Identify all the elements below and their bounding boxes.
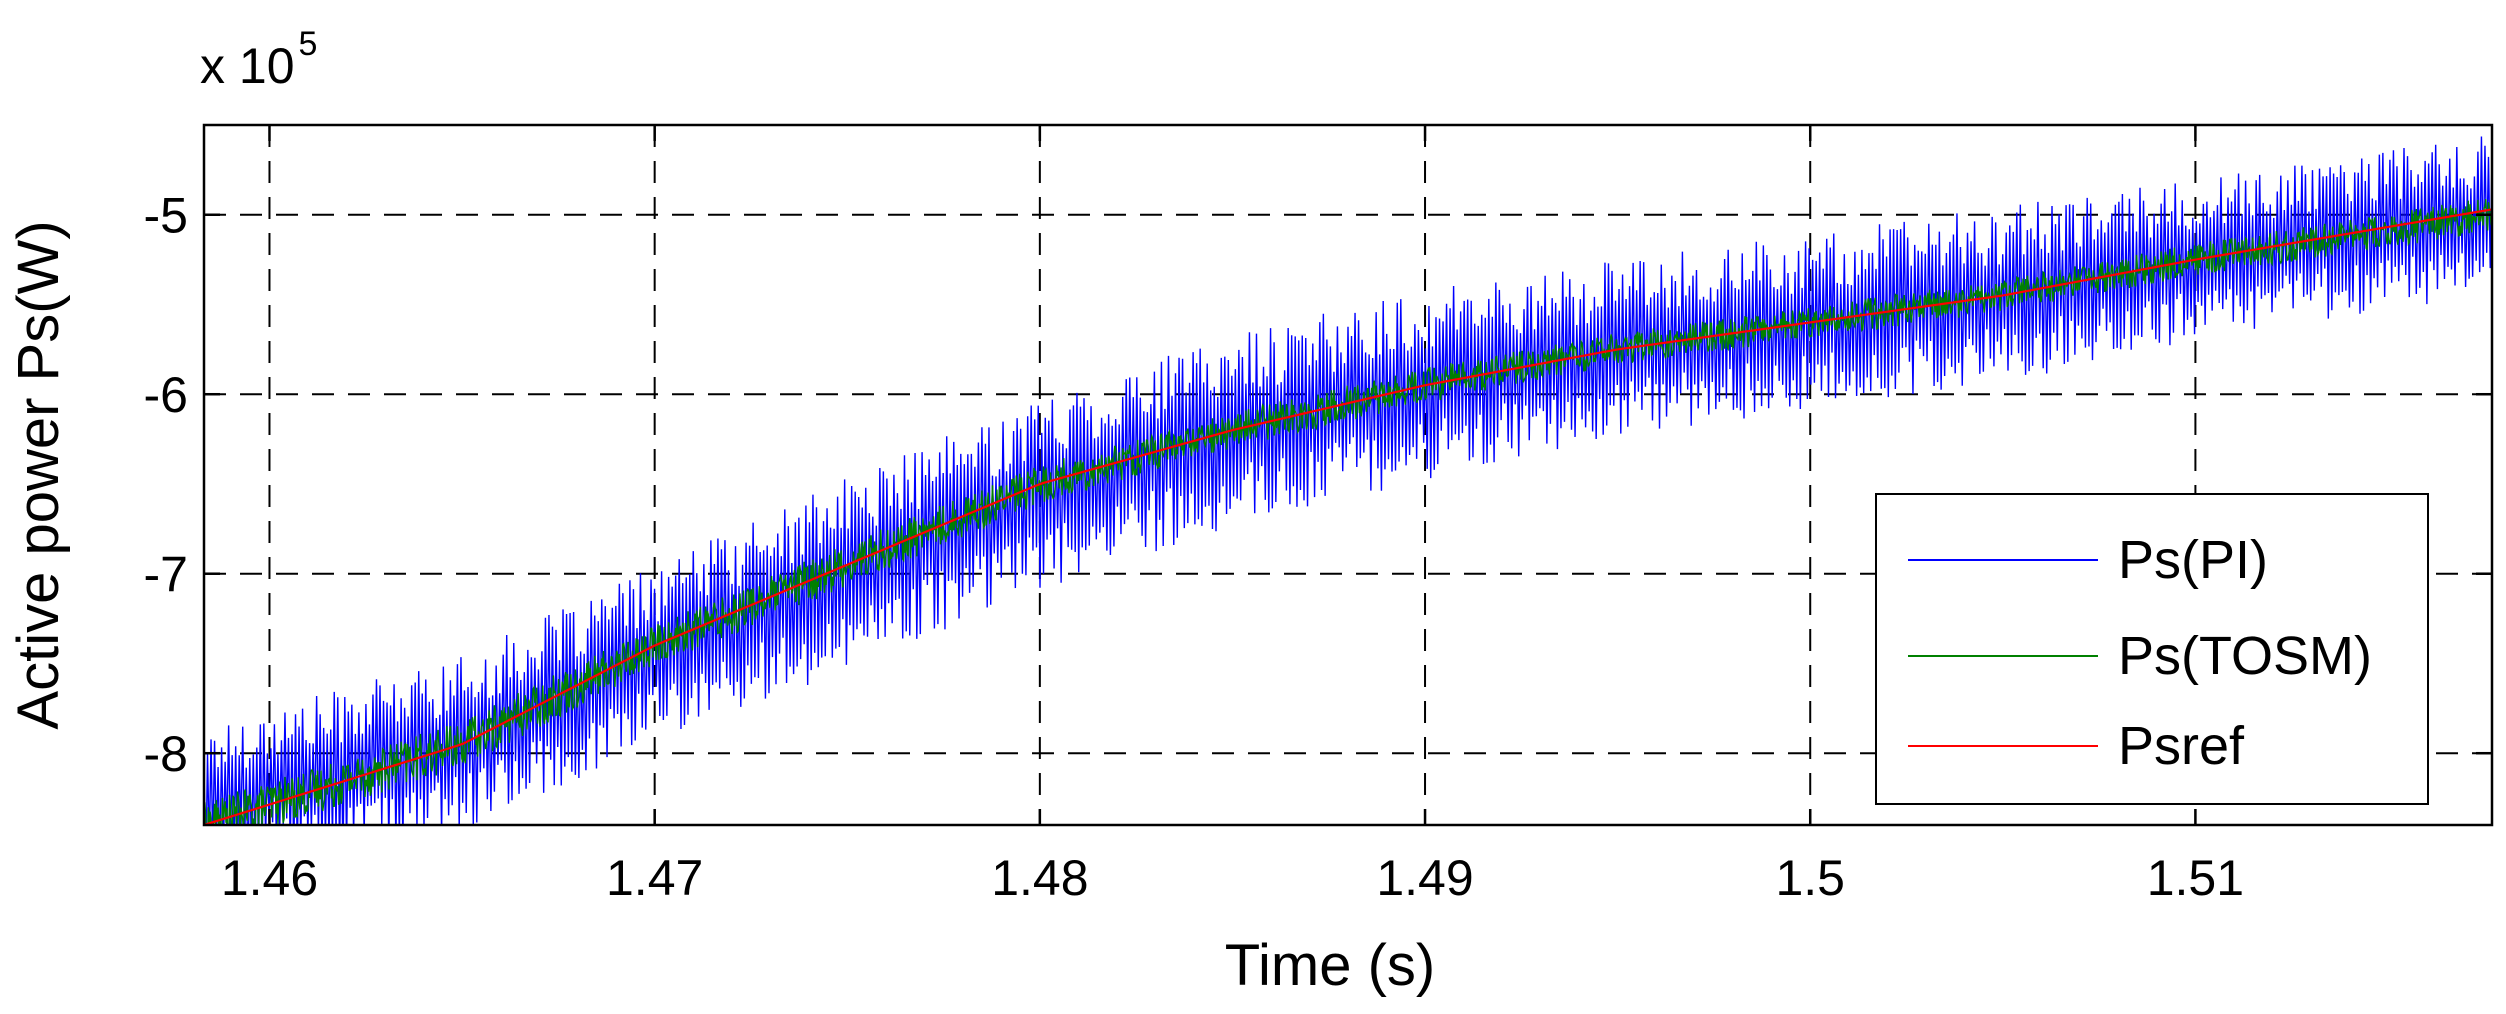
y-tick-label: -5 <box>144 188 188 244</box>
x-tick-label: 1.48 <box>991 850 1088 906</box>
x-tick-label: 1.5 <box>1775 850 1845 906</box>
x-tick-label: 1.47 <box>606 850 703 906</box>
series-ps-tosm <box>204 198 2492 825</box>
y-multiplier-label: x 10 5 <box>200 25 317 94</box>
legend-box <box>1875 493 2429 805</box>
plot-frame <box>202 123 2494 827</box>
y-axis-label: Active power Ps(W) <box>6 220 71 729</box>
legend-label-ps-tosm: Ps(TOSM) <box>2118 626 2372 686</box>
x-tick-label: 1.46 <box>221 850 318 906</box>
y-multiplier-exponent: 5 <box>299 25 318 63</box>
series-lines <box>204 136 2492 825</box>
y-tick-label: -6 <box>144 367 188 423</box>
series-psref <box>204 208 2492 825</box>
axis-ticks: 1.46 1.47 1.48 1.49 1.5 1.51 -8 -7 -6 -5 <box>144 125 2492 906</box>
x-axis-label: Time (s) <box>1225 933 1435 998</box>
legend-label-psref: Psref <box>2118 716 2245 776</box>
x-tick-label: 1.49 <box>1376 850 1473 906</box>
y-multiplier-base: x 10 <box>200 38 295 94</box>
x-tick-label: 1.51 <box>2147 850 2244 906</box>
legend: Ps(PI) Ps(TOSM) Psref <box>1875 493 2429 805</box>
legend-label-ps-pi: Ps(PI) <box>2118 530 2268 590</box>
y-tick-label: -7 <box>144 547 188 603</box>
y-tick-label: -8 <box>144 726 188 782</box>
